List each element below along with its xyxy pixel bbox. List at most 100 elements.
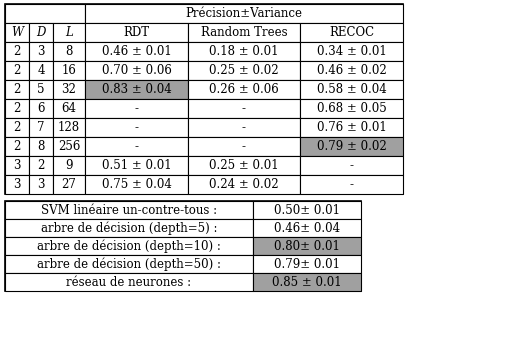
Text: 0.75 ± 0.04: 0.75 ± 0.04 xyxy=(102,178,171,191)
Bar xyxy=(188,156,300,175)
Bar xyxy=(188,137,300,156)
Text: -: - xyxy=(134,140,139,153)
Bar xyxy=(253,255,361,273)
Text: 2: 2 xyxy=(13,102,21,115)
Bar xyxy=(188,23,300,42)
Bar xyxy=(5,255,253,273)
Text: RDT: RDT xyxy=(124,26,149,39)
Bar xyxy=(5,80,29,99)
Bar xyxy=(300,175,403,194)
Text: 3: 3 xyxy=(37,178,45,191)
Bar xyxy=(188,175,300,194)
Bar xyxy=(5,118,29,137)
Bar xyxy=(29,42,53,61)
Bar xyxy=(29,137,53,156)
Bar xyxy=(85,42,188,61)
Bar xyxy=(85,99,188,118)
Text: 2: 2 xyxy=(13,64,21,77)
Bar xyxy=(5,273,253,291)
Bar xyxy=(29,99,53,118)
Bar xyxy=(188,42,300,61)
Text: 0.46 ± 0.01: 0.46 ± 0.01 xyxy=(102,45,171,58)
Bar xyxy=(85,23,188,42)
Text: 0.24 ± 0.02: 0.24 ± 0.02 xyxy=(209,178,279,191)
Bar xyxy=(5,42,29,61)
Bar xyxy=(53,61,85,80)
Bar xyxy=(5,99,29,118)
Text: 27: 27 xyxy=(62,178,76,191)
Bar xyxy=(53,99,85,118)
Text: 2: 2 xyxy=(13,45,21,58)
Text: arbre de décision (depth=5) :: arbre de décision (depth=5) : xyxy=(41,221,217,235)
Bar xyxy=(53,175,85,194)
Bar xyxy=(53,23,85,42)
Bar xyxy=(5,219,253,237)
Text: 0.51 ± 0.01: 0.51 ± 0.01 xyxy=(102,159,171,172)
Bar xyxy=(5,201,253,219)
Bar xyxy=(29,175,53,194)
Text: SVM linéaire un-contre-tous :: SVM linéaire un-contre-tous : xyxy=(41,204,217,216)
Text: 128: 128 xyxy=(58,121,80,134)
Bar xyxy=(53,156,85,175)
Bar xyxy=(188,118,300,137)
Bar xyxy=(29,118,53,137)
Text: -: - xyxy=(242,121,246,134)
Text: 0.34 ± 0.01: 0.34 ± 0.01 xyxy=(317,45,386,58)
Bar xyxy=(53,137,85,156)
Text: RECOC: RECOC xyxy=(329,26,374,39)
Text: -: - xyxy=(349,159,353,172)
Text: 0.46 ± 0.02: 0.46 ± 0.02 xyxy=(317,64,386,77)
Text: L: L xyxy=(65,26,73,39)
Bar xyxy=(85,61,188,80)
Text: 0.26 ± 0.06: 0.26 ± 0.06 xyxy=(209,83,279,96)
Bar xyxy=(85,156,188,175)
Bar xyxy=(29,61,53,80)
Bar xyxy=(300,23,403,42)
Bar xyxy=(300,137,403,156)
Text: 0.68 ± 0.05: 0.68 ± 0.05 xyxy=(317,102,386,115)
Text: Précision±Variance: Précision±Variance xyxy=(185,7,303,20)
Bar xyxy=(300,61,403,80)
Text: 64: 64 xyxy=(61,102,76,115)
Bar xyxy=(5,61,29,80)
Text: réseau de neurones :: réseau de neurones : xyxy=(66,276,192,288)
Text: 0.76 ± 0.01: 0.76 ± 0.01 xyxy=(317,121,386,134)
Text: 0.25 ± 0.02: 0.25 ± 0.02 xyxy=(209,64,279,77)
Text: 8: 8 xyxy=(37,140,45,153)
Bar xyxy=(300,80,403,99)
Bar xyxy=(5,23,29,42)
Text: 2: 2 xyxy=(13,121,21,134)
Bar xyxy=(53,118,85,137)
Text: 3: 3 xyxy=(13,178,21,191)
Text: 8: 8 xyxy=(65,45,73,58)
Bar xyxy=(5,156,29,175)
Text: Random Trees: Random Trees xyxy=(201,26,288,39)
Bar xyxy=(53,42,85,61)
Bar xyxy=(5,237,253,255)
Bar xyxy=(29,23,53,42)
Bar xyxy=(53,80,85,99)
Text: 5: 5 xyxy=(37,83,45,96)
Text: 0.70 ± 0.06: 0.70 ± 0.06 xyxy=(102,64,171,77)
Bar xyxy=(5,201,361,291)
Text: 0.50± 0.01: 0.50± 0.01 xyxy=(274,204,340,216)
Bar xyxy=(5,4,85,23)
Bar xyxy=(85,175,188,194)
Text: 0.18 ± 0.01: 0.18 ± 0.01 xyxy=(209,45,279,58)
Bar xyxy=(253,273,361,291)
Text: -: - xyxy=(134,121,139,134)
Text: 7: 7 xyxy=(37,121,45,134)
Text: 2: 2 xyxy=(13,140,21,153)
Bar xyxy=(253,201,361,219)
Text: 0.80± 0.01: 0.80± 0.01 xyxy=(274,240,340,252)
Text: 0.25 ± 0.01: 0.25 ± 0.01 xyxy=(209,159,279,172)
Bar xyxy=(300,118,403,137)
Bar xyxy=(300,42,403,61)
Text: 0.58 ± 0.04: 0.58 ± 0.04 xyxy=(317,83,386,96)
Bar xyxy=(300,99,403,118)
Text: 256: 256 xyxy=(58,140,80,153)
Bar xyxy=(5,137,29,156)
Bar xyxy=(5,4,403,194)
Text: 2: 2 xyxy=(37,159,45,172)
Text: -: - xyxy=(242,102,246,115)
